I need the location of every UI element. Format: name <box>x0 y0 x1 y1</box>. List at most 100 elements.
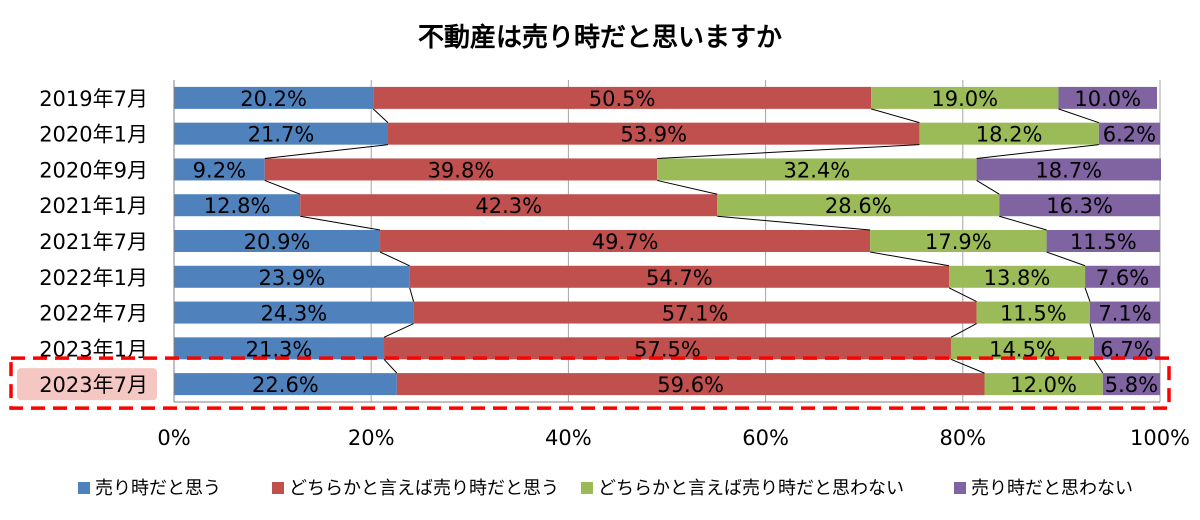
bar <box>264 158 658 181</box>
bar <box>1085 265 1160 288</box>
bar <box>373 86 872 109</box>
category-label: 2020年9月 <box>39 158 148 182</box>
data-label: 12.0% <box>1010 373 1077 397</box>
highlight-background <box>17 368 157 401</box>
bar <box>174 373 397 396</box>
bar <box>174 301 414 324</box>
data-label: 7.1% <box>1098 302 1151 326</box>
series-line <box>383 323 414 338</box>
x-tick-label: 100% <box>1130 426 1190 450</box>
highlight-frame <box>9 356 1171 410</box>
bar <box>413 301 977 324</box>
data-label: 42.3% <box>475 194 542 218</box>
category-labels: 2019年7月 2020年1月 2020年9月 2021年1月 2021年7月 2022年… <box>39 87 148 397</box>
chart-title: 不動産は売り時だと思いますか <box>418 22 782 53</box>
data-label: 13.8% <box>984 266 1051 290</box>
bar <box>174 265 410 288</box>
series-line <box>950 323 977 338</box>
bar <box>174 337 385 360</box>
series-line <box>409 287 415 302</box>
data-label: 6.2% <box>1103 123 1156 147</box>
category-label: 2021年1月 <box>39 194 148 218</box>
x-tick-label: 20% <box>348 426 395 450</box>
category-label: 2019年7月 <box>39 87 148 111</box>
data-label: 50.5% <box>589 87 656 111</box>
series-line <box>379 251 410 267</box>
data-label: 11.5% <box>1070 230 1137 254</box>
legend-swatch <box>954 482 966 494</box>
series-line <box>657 144 920 159</box>
bar <box>948 265 1086 288</box>
bar <box>919 122 1099 145</box>
data-label: 20.9% <box>244 230 311 254</box>
bar <box>174 122 388 145</box>
axis <box>173 80 1160 403</box>
bar <box>384 337 951 360</box>
data-label: 17.9% <box>925 230 992 254</box>
bar <box>174 158 265 181</box>
data-label: 19.0% <box>931 87 998 111</box>
data-label: 9.2% <box>193 158 246 182</box>
legend-swatch <box>581 482 593 494</box>
x-tick-label: 0% <box>157 426 190 450</box>
series-line <box>657 179 718 195</box>
data-label: 20.2% <box>240 87 307 111</box>
data-label: 49.7% <box>592 230 659 254</box>
bar <box>300 194 718 217</box>
legend-label: どちらかと言えば売り時だと思わない <box>598 478 904 499</box>
series-line <box>300 215 381 231</box>
series-line <box>950 358 985 374</box>
data-label: 23.9% <box>258 266 325 290</box>
data-label: 12.8% <box>204 194 271 218</box>
data-label: 53.9% <box>620 123 687 147</box>
data-label: 32.4% <box>784 158 851 182</box>
bar <box>1058 86 1158 109</box>
legend-swatch <box>78 482 90 494</box>
bar <box>174 230 381 252</box>
bar <box>1089 301 1160 324</box>
bar <box>387 122 920 145</box>
data-label: 5.8% <box>1105 373 1158 397</box>
legend: 売り時だと思う どちらかと言えば売り時だと思う どちらかと言えば売り時だと思わない 売… <box>78 478 1133 499</box>
bar <box>174 86 374 109</box>
data-labels: 20.2% 50.5% 19.0% 10.0% 21.7% 53.9% 18.2% 6.2% 9… <box>193 87 1158 397</box>
series-line <box>383 358 398 374</box>
bar <box>657 158 977 181</box>
bar <box>717 194 1000 217</box>
category-label: 2020年1月 <box>39 123 148 147</box>
bar <box>1102 373 1160 396</box>
series-lines <box>264 108 1104 374</box>
legend-label: 売り時だと思わない <box>971 478 1133 499</box>
bar <box>380 230 871 252</box>
x-tick-label: 40% <box>545 426 592 450</box>
series-line <box>1084 287 1091 302</box>
series-line <box>372 108 389 124</box>
data-label: 14.5% <box>989 337 1056 361</box>
bar <box>950 337 1094 360</box>
highlight-label-background <box>17 368 157 401</box>
bar <box>976 301 1090 324</box>
legend-swatch <box>272 482 284 494</box>
bar <box>1093 337 1160 360</box>
legend-label: どちらかと言えば売り時だと思う <box>289 478 559 499</box>
legend-label: 売り時だと思う <box>95 478 221 499</box>
highlight-frame <box>9 356 1171 410</box>
category-label: 2021年7月 <box>39 230 148 254</box>
data-label: 10.0% <box>1074 87 1141 111</box>
data-label: 7.6% <box>1096 266 1149 290</box>
data-label: 54.7% <box>646 266 713 290</box>
series-line <box>1046 251 1086 267</box>
series-line <box>999 215 1047 231</box>
data-label: 21.7% <box>248 123 315 147</box>
data-label: 22.6% <box>252 373 319 397</box>
series-line <box>870 108 920 124</box>
category-label: 2022年1月 <box>39 266 148 290</box>
data-label: 11.5% <box>1000 302 1067 326</box>
series-line <box>948 287 977 303</box>
data-label: 39.8% <box>428 158 495 182</box>
bar <box>984 373 1103 396</box>
data-label: 18.7% <box>1035 158 1102 182</box>
series-line <box>264 179 301 195</box>
x-tick-label: 60% <box>742 426 789 450</box>
